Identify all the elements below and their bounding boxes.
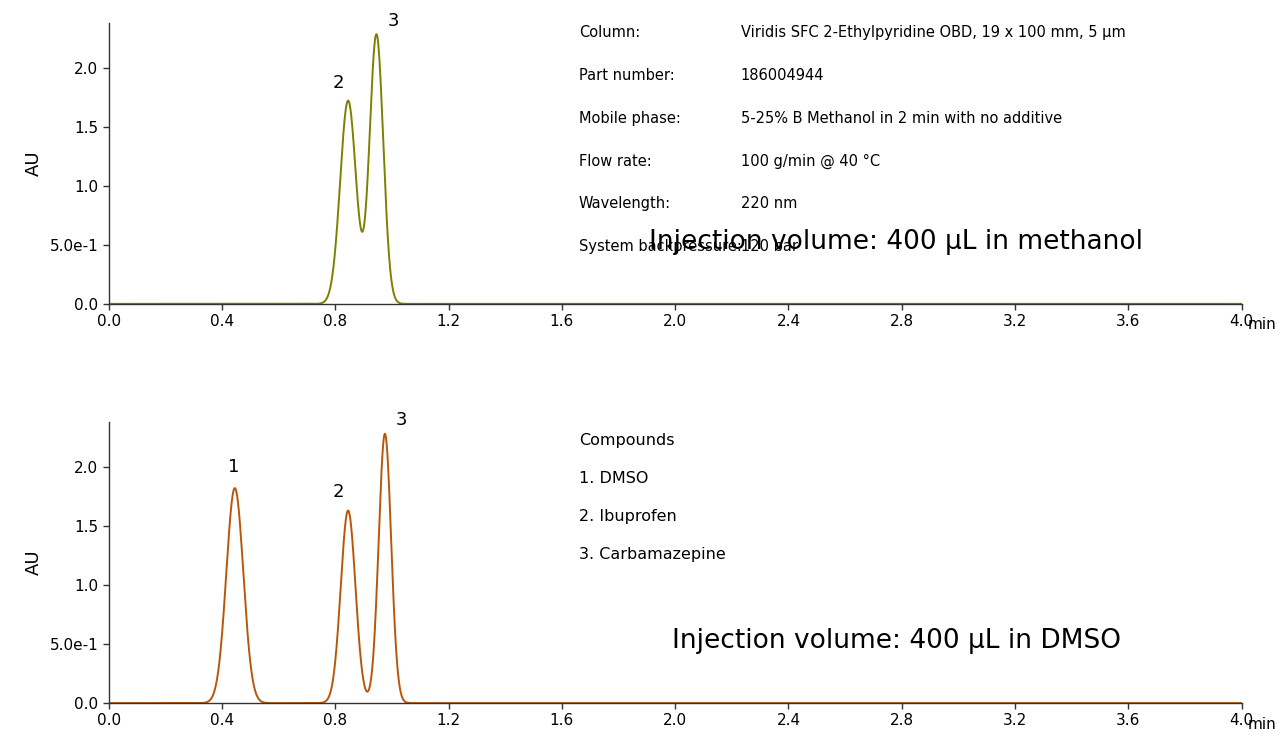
Text: Wavelength:: Wavelength: [579,197,671,212]
Text: 2: 2 [333,483,344,501]
Text: 3: 3 [388,12,399,29]
Text: 1: 1 [228,458,239,476]
Text: 2: 2 [333,74,344,92]
Text: Injection volume: 400 μL in methanol: Injection volume: 400 μL in methanol [649,229,1143,255]
Text: 1. DMSO: 1. DMSO [579,471,648,486]
Text: Column:: Column: [579,26,640,41]
Text: Viridis SFC 2-Ethylpyridine OBD, 19 x 100 mm, 5 μm: Viridis SFC 2-Ethylpyridine OBD, 19 x 10… [741,26,1125,41]
Text: Mobile phase:: Mobile phase: [579,111,681,126]
Y-axis label: AU: AU [24,550,42,575]
Text: min: min [1247,318,1276,333]
Text: Injection volume: 400 μL in DMSO: Injection volume: 400 μL in DMSO [672,628,1120,654]
Text: 2. Ibuprofen: 2. Ibuprofen [579,509,677,524]
Text: 5-25% B Methanol in 2 min with no additive: 5-25% B Methanol in 2 min with no additi… [741,111,1062,126]
Text: Flow rate:: Flow rate: [579,153,652,169]
Text: 3. Carbamazepine: 3. Carbamazepine [579,547,726,562]
Text: System backpressure:: System backpressure: [579,239,742,254]
Text: 186004944: 186004944 [741,68,824,83]
Text: 100 g/min @ 40 °C: 100 g/min @ 40 °C [741,153,881,169]
Text: Part number:: Part number: [579,68,675,83]
Y-axis label: AU: AU [24,150,42,176]
Text: 120 bar: 120 bar [741,239,797,254]
Text: Compounds: Compounds [579,433,675,448]
Text: 3: 3 [396,411,407,429]
Text: min: min [1247,717,1276,732]
Text: 220 nm: 220 nm [741,197,797,212]
